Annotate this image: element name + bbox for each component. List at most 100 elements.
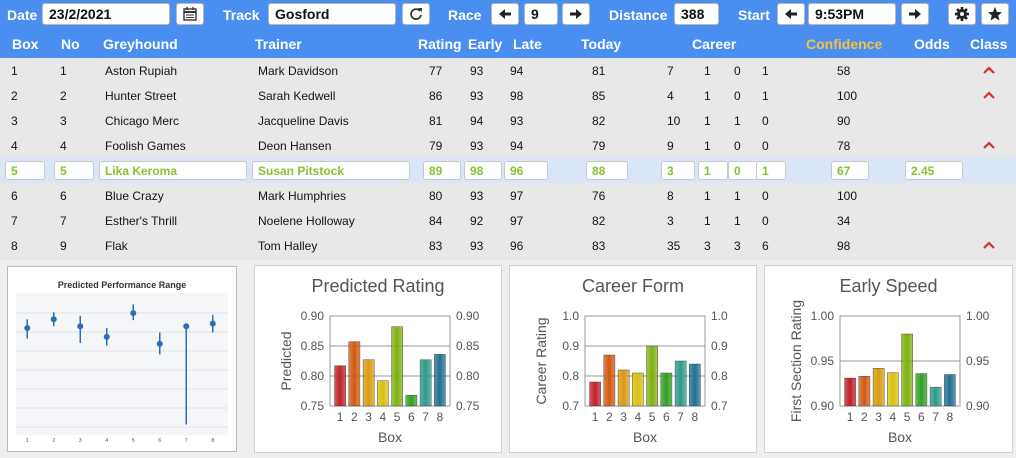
cell-no: 6 — [60, 189, 67, 203]
cell-c4: 6 — [762, 239, 769, 253]
y-tick-label: 0.95 — [811, 354, 835, 368]
cell-box: 8 — [11, 239, 18, 253]
header-greyhound[interactable]: Greyhound — [103, 36, 178, 52]
cell-confidence: 98 — [837, 239, 851, 253]
cell-no: 1 — [60, 64, 67, 78]
x-tick-label: 4 — [380, 410, 387, 424]
arrow-right-icon — [570, 9, 582, 19]
header-late[interactable]: Late — [513, 36, 542, 52]
cell-today[interactable]: 88 — [586, 161, 628, 180]
cell-confidence: 58 — [837, 64, 851, 78]
y-axis-title: Predicted — [278, 331, 294, 390]
x-tick-label: 1 — [592, 410, 599, 424]
header-rating[interactable]: Rating — [418, 36, 462, 52]
x-tick-label: 8 — [437, 410, 444, 424]
table-row[interactable]: 4 4 Foolish Games Deon Hansen 79 93 94 79 9 1 0 0 78 — [0, 133, 1016, 158]
cell-early: 93 — [470, 139, 484, 153]
bar-box-1 — [334, 365, 346, 407]
arrow-right-icon — [909, 9, 921, 19]
cell-early: 93 — [470, 89, 484, 103]
cell-c1: 3 — [667, 214, 674, 228]
cell-greyhound: Chicago Merc — [105, 114, 180, 128]
table-row[interactable]: 5 5 Lika Keroma Susan Pitstock 89 98 96 88 3 1 0 1 6… — [0, 158, 1016, 183]
cell-no: 3 — [60, 114, 67, 128]
table-row[interactable]: 2 2 Hunter Street Sarah Kedwell 86 93 98 85 4 1 0 1… — [0, 83, 1016, 108]
range-point — [130, 310, 137, 317]
x-tick-label: 6 — [663, 410, 670, 424]
settings-button[interactable] — [948, 3, 976, 25]
cell-trainer: Sarah Kedwell — [258, 89, 336, 103]
bar-box-4 — [632, 372, 644, 407]
table-row[interactable]: 1 1 Aston Rupiah Mark Davidson 77 93 94 81 7 1 0 1 5… — [0, 58, 1016, 83]
x-tick-label: 1 — [847, 410, 854, 424]
header-career[interactable]: Career — [692, 36, 737, 52]
header-trainer[interactable]: Trainer — [255, 36, 302, 52]
cell-c4: 0 — [762, 189, 769, 203]
race-number-field[interactable]: 9 — [524, 3, 558, 25]
favorite-button[interactable] — [981, 3, 1009, 25]
race-next-button[interactable] — [562, 3, 590, 25]
x-tick-label: 7 — [422, 410, 429, 424]
bar-box-7 — [419, 359, 432, 407]
cell-rating: 84 — [429, 214, 443, 228]
cell-early[interactable]: 98 — [464, 161, 502, 180]
start-prev-button[interactable] — [777, 3, 805, 25]
cell-trainer[interactable]: Susan Pitstock — [252, 161, 410, 180]
header-confidence[interactable]: Confidence — [806, 36, 883, 52]
table-row[interactable]: 6 6 Blue Crazy Mark Humphries 80 93 97 76 8 1 1 0 10… — [0, 183, 1016, 208]
cell-c3[interactable]: 0 — [728, 161, 758, 180]
cell-c2[interactable]: 1 — [698, 161, 728, 180]
cell-odds[interactable]: 2.45 — [905, 161, 963, 180]
cell-today: 81 — [592, 64, 606, 78]
x-tick-label: 6 — [408, 410, 415, 424]
bar-box-6 — [915, 373, 928, 407]
table-row[interactable]: 3 3 Chicago Merc Jacqueline Davis 81 94 93 82 10… — [0, 108, 1016, 133]
cell-c4[interactable]: 1 — [756, 161, 786, 180]
cell-box[interactable]: 5 — [5, 161, 45, 180]
cell-confidence[interactable]: 67 — [831, 161, 869, 180]
bar-box-8 — [689, 363, 701, 407]
table-row[interactable]: 7 7 Esther's Thrill Noelene Holloway 84 92 97 8… — [0, 208, 1016, 233]
early-speed-panel: Early Speed 0.90 0.90 0.95 0.95 1.00 1.00 1 2 3 4… — [764, 265, 1013, 453]
x-axis-title: Box — [888, 429, 912, 445]
cell-c3: 0 — [734, 89, 741, 103]
cell-late: 96 — [510, 239, 524, 253]
cell-greyhound[interactable]: Lika Keroma — [99, 161, 247, 180]
cell-greyhound: Flak — [105, 239, 128, 253]
cell-trainer: Mark Humphries — [258, 189, 347, 203]
race-label: Race — [448, 7, 482, 23]
y2-tick-label: 0.80 — [456, 369, 480, 383]
range-point — [209, 320, 216, 327]
bar-box-1 — [589, 381, 601, 407]
cell-greyhound: Esther's Thrill — [105, 214, 178, 228]
header-early[interactable]: Early — [468, 36, 503, 52]
cell-trainer: Jacqueline Davis — [258, 114, 349, 128]
cell-rating[interactable]: 89 — [423, 161, 461, 180]
class-up-icon — [983, 241, 995, 249]
header-class[interactable]: Class — [970, 36, 1008, 52]
cell-early: 93 — [470, 64, 484, 78]
plot-frame — [329, 315, 451, 407]
start-time-field[interactable]: 9:53PM — [808, 3, 896, 25]
bar-box-5 — [901, 333, 913, 407]
track-field[interactable]: Gosford — [268, 3, 396, 25]
header-box[interactable]: Box — [12, 36, 39, 52]
date-field[interactable]: 23/2/2021 — [42, 3, 170, 25]
bar-box-7 — [674, 360, 687, 407]
refresh-button[interactable] — [402, 3, 430, 25]
distance-field[interactable]: 388 — [674, 3, 719, 25]
cell-today: 85 — [592, 89, 606, 103]
class-up-icon — [983, 141, 995, 149]
header-today[interactable]: Today — [581, 36, 622, 52]
header-no[interactable]: No — [61, 36, 80, 52]
race-prev-button[interactable] — [491, 3, 519, 25]
bar-box-5 — [391, 326, 403, 407]
calendar-button[interactable] — [176, 3, 204, 25]
start-next-button[interactable] — [901, 3, 929, 25]
table-row[interactable]: 8 9 Flak Tom Halley 83 93 96 83 35 3 3 6 98 — [0, 233, 1016, 258]
header-odds[interactable]: Odds — [914, 36, 950, 52]
cell-greyhound: Blue Crazy — [105, 189, 164, 203]
cell-c1[interactable]: 3 — [661, 161, 695, 180]
cell-no[interactable]: 5 — [54, 161, 94, 180]
cell-late[interactable]: 96 — [504, 161, 548, 180]
